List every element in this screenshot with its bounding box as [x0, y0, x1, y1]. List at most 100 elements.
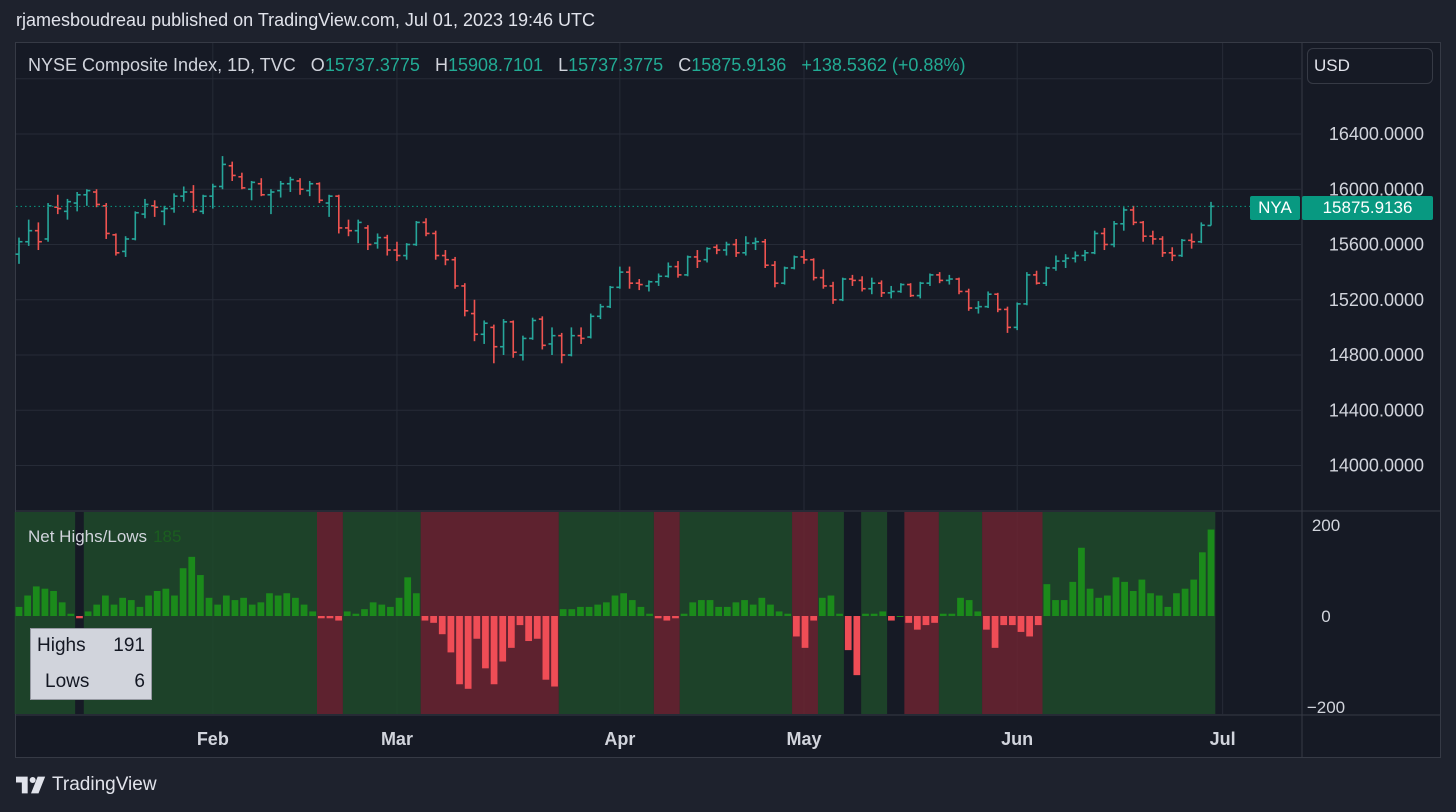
histogram-bar — [188, 556, 196, 616]
price-axis-label: 15200.0000 — [1329, 290, 1424, 310]
histogram-bar — [1207, 529, 1215, 616]
histogram-bar — [421, 616, 429, 621]
ohlc-bar — [1003, 306, 1011, 333]
ohlc-bar — [606, 285, 614, 309]
ohlc-legend: NYSE Composite Index, 1D, TVC O15737.377… — [28, 55, 965, 76]
ohlc-bar — [955, 277, 963, 295]
histogram-bar — [654, 616, 662, 619]
histogram-bar — [1190, 579, 1198, 616]
histogram-bar — [24, 595, 32, 616]
ohlc-bar — [1139, 221, 1147, 242]
histogram-bar — [516, 616, 524, 626]
ohlc-bar — [248, 180, 256, 201]
histogram-bar — [430, 616, 437, 623]
histogram-bar — [378, 604, 386, 616]
ohlc-bar — [480, 320, 488, 344]
histogram-bar — [145, 595, 152, 616]
ohlc-bar — [674, 261, 682, 278]
ohlc-bar — [412, 221, 420, 246]
ohlc-bar — [1110, 221, 1118, 248]
ohlc-bar — [44, 203, 52, 242]
ohlc-bar — [713, 244, 721, 255]
ohlc-bar — [170, 193, 178, 213]
low-label: L — [558, 55, 569, 75]
ohlc-bar — [451, 256, 459, 289]
currency-selector[interactable]: USD — [1307, 48, 1433, 84]
histogram-bar — [136, 606, 144, 616]
histogram-bar — [741, 600, 748, 616]
tradingview-logo-icon — [16, 776, 46, 794]
ohlc-bar — [160, 205, 168, 226]
ohlc-bar — [1120, 207, 1128, 231]
ohlc-bar — [635, 279, 643, 291]
indicator-axis: 200 0 −200 — [1307, 516, 1345, 717]
ohlc-bar — [1168, 247, 1176, 262]
histogram-bar — [153, 590, 161, 616]
histogram-bar — [827, 595, 835, 616]
ohlc-bar — [732, 238, 740, 257]
ohlc-bar — [122, 236, 130, 257]
histogram-bar — [456, 616, 463, 685]
histogram-bar — [1000, 616, 1008, 626]
price-axis-label: 14000.0000 — [1329, 456, 1424, 476]
histogram-bar — [965, 600, 973, 616]
ohlc-bar — [141, 198, 149, 219]
ohlc-bar — [315, 182, 323, 204]
histogram-bar — [274, 595, 282, 616]
histogram-bar — [162, 588, 170, 616]
histogram-bar — [473, 616, 481, 639]
ohlc-bar — [441, 250, 449, 266]
ohlc-bar — [626, 266, 634, 289]
histogram-bar — [931, 616, 938, 623]
histogram-bar — [438, 616, 446, 635]
ohlc-bar — [577, 327, 585, 344]
time-axis-label: Mar — [381, 729, 413, 749]
histogram-bar — [1103, 595, 1111, 616]
histogram-bar — [775, 611, 783, 616]
ohlc-bar — [219, 156, 227, 190]
ohlc-bar — [771, 261, 779, 288]
high-value: 15908.7101 — [447, 55, 544, 75]
histogram-bar — [1121, 581, 1128, 616]
symbol-title: NYSE Composite Index, 1D, TVC — [28, 55, 296, 75]
histogram-bar — [939, 613, 947, 616]
histogram-bar — [369, 602, 377, 616]
histogram-bar — [482, 616, 489, 669]
histogram-bar — [672, 616, 679, 619]
histogram-bar — [464, 616, 472, 689]
ohlc-bar — [1033, 270, 1041, 285]
histogram-bar — [862, 613, 869, 616]
ohlc-bar — [1062, 254, 1070, 268]
ohlc-bar — [422, 218, 430, 237]
histogram-bar — [602, 602, 610, 616]
histogram-bar — [1181, 588, 1189, 616]
footer-brand[interactable]: TradingView — [16, 774, 157, 796]
histogram-bar — [50, 590, 57, 616]
histogram-bar — [266, 593, 273, 616]
histogram-bar — [1008, 616, 1016, 626]
ohlc-bar — [926, 273, 934, 286]
histogram-bar — [179, 568, 187, 616]
histogram-bar — [1164, 606, 1172, 616]
histogram-bar — [1017, 616, 1025, 632]
ohlc-bar — [907, 283, 915, 297]
histogram-bar — [222, 595, 230, 616]
histogram-bar — [257, 602, 265, 616]
histogram-bar — [913, 616, 921, 630]
histogram-bar — [1069, 581, 1077, 616]
histogram-bar — [110, 604, 118, 616]
ohlc-bar — [1081, 250, 1089, 262]
histogram-bar — [663, 616, 671, 621]
histogram-bar — [119, 597, 127, 616]
ohlc-bar — [54, 194, 62, 215]
histogram-bar — [1043, 584, 1051, 616]
histogram-bar — [361, 609, 368, 616]
ohlc-bar — [974, 301, 982, 314]
histogram-bar — [620, 593, 628, 616]
open-label: O — [310, 55, 325, 75]
ohlc-bar — [277, 180, 285, 198]
ohlc-bar — [112, 233, 120, 256]
histogram-bar — [1198, 552, 1206, 616]
histogram-bar — [1052, 600, 1059, 616]
